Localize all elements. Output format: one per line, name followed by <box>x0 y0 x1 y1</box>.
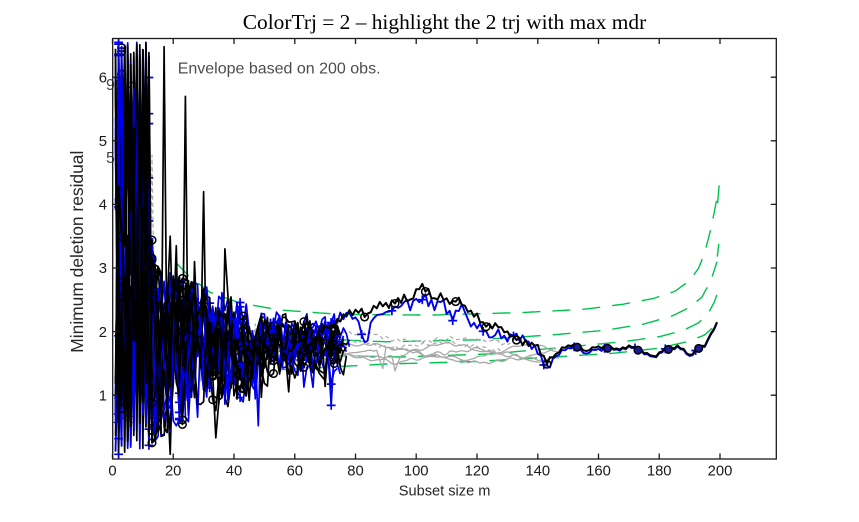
svg-text:5: 5 <box>99 134 107 150</box>
svg-text:160: 160 <box>586 464 611 480</box>
svg-text:120: 120 <box>465 464 490 480</box>
svg-text:Subset size m: Subset size m <box>399 484 491 500</box>
svg-text:ColorTrj = 2 – highlight the 2: ColorTrj = 2 – highlight the 2 trj with … <box>243 10 646 34</box>
svg-text:40: 40 <box>226 464 242 480</box>
svg-text:3: 3 <box>99 261 107 277</box>
svg-text:4: 4 <box>99 198 107 214</box>
svg-text:140: 140 <box>525 464 550 480</box>
svg-text:180: 180 <box>647 464 672 480</box>
svg-text:2: 2 <box>99 325 107 341</box>
svg-text:100: 100 <box>404 464 429 480</box>
svg-text:Minimum deletion residual: Minimum deletion residual <box>67 151 87 353</box>
svg-text:60: 60 <box>287 464 303 480</box>
svg-text:200: 200 <box>708 464 733 480</box>
svg-text:6: 6 <box>99 70 107 86</box>
svg-text:0: 0 <box>108 464 116 480</box>
svg-text:1: 1 <box>99 388 107 404</box>
svg-text:20: 20 <box>165 464 181 480</box>
svg-text:80: 80 <box>347 464 363 480</box>
svg-text:Envelope based on 200 obs.: Envelope based on 200 obs. <box>178 61 381 78</box>
